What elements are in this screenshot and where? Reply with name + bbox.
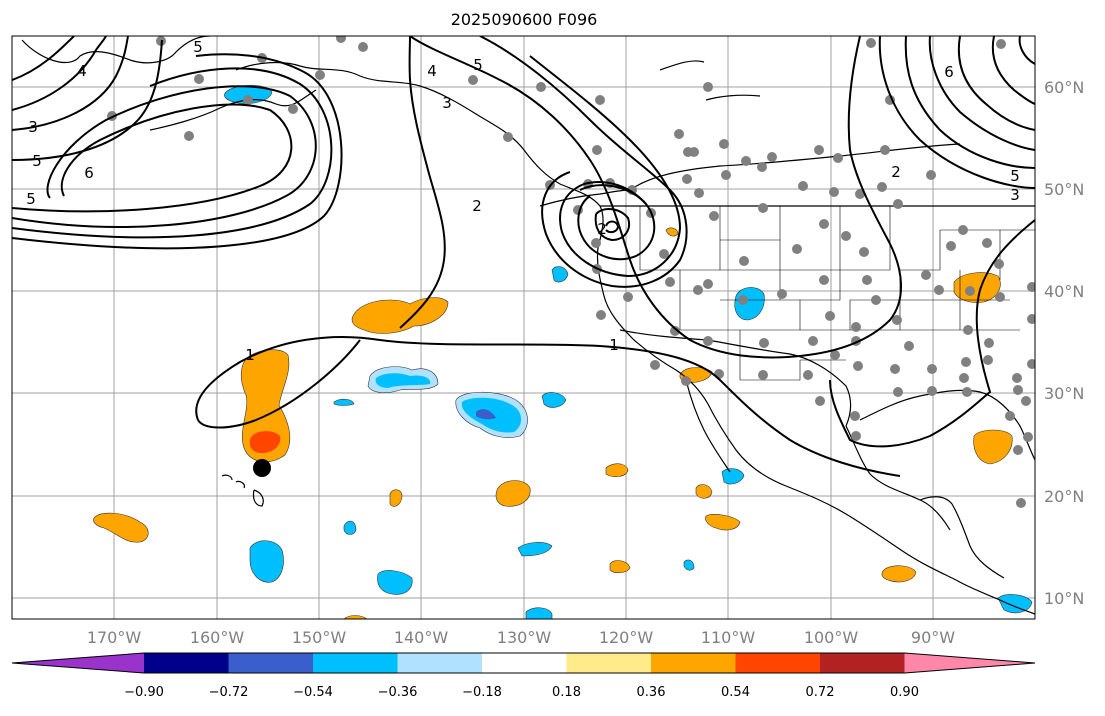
lon-label: 140°W (394, 628, 449, 647)
colorbar-cell (397, 653, 482, 673)
colorbar-cell (735, 653, 820, 673)
height-contours (12, 36, 1035, 477)
colorbar-tick: −0.18 (462, 685, 502, 700)
lat-label: 40°N (1044, 282, 1084, 301)
map-title: 2025090600 F096 (451, 10, 598, 29)
anomaly-blue (551, 266, 569, 283)
contour-label: 6 (944, 63, 954, 81)
colorbar-cell (820, 653, 905, 673)
storm-position-marker (253, 459, 271, 477)
contour-label: 3 (442, 94, 452, 112)
longitude-labels: 170°W 160°W 150°W 140°W 130°W 120°W 110°… (87, 628, 955, 647)
anomaly-orange (343, 615, 368, 619)
colorbar-cell (651, 653, 736, 673)
state-borders (639, 206, 1035, 381)
colorbar-outline (11, 652, 1036, 674)
anomaly-blue (224, 84, 273, 104)
colorbar-tick: 0.54 (721, 685, 750, 700)
anomaly-blue (997, 594, 1033, 614)
contour-label: 3 (28, 118, 38, 136)
anomaly-blue (375, 373, 431, 388)
lat-label: 60°N (1044, 78, 1084, 97)
lon-label: 130°W (497, 628, 552, 647)
colorbar (11, 652, 1036, 674)
lat-label: 10°N (1044, 589, 1084, 608)
colorbar-tick: 0.18 (552, 685, 581, 700)
colorbar-cell (228, 653, 313, 673)
lat-label: 20°N (1044, 487, 1084, 506)
contour-label: 5 (1010, 167, 1020, 185)
anomaly-blue (517, 542, 553, 557)
map-frame (11, 35, 1036, 620)
contour-labels: 5 4 3 5 6 5 2 4 5 1 2 1 6 5 3 2 3 (26, 38, 1020, 364)
colorbar-tick: −0.90 (124, 685, 164, 700)
anomaly-orange (605, 463, 629, 477)
contour-label: 5 (32, 152, 42, 170)
anomaly-orange (881, 565, 917, 583)
colorbar-cell (904, 653, 1035, 673)
colorbar-cell (144, 653, 229, 673)
contour-label: 2 (472, 197, 482, 215)
contour-label: 1 (245, 346, 255, 364)
contour-label: 3 (1010, 186, 1020, 204)
contour-label: 2 (597, 220, 607, 238)
anomaly-blue (333, 398, 355, 406)
anomaly-orange (495, 480, 531, 507)
colorbar-ticks: −0.90 −0.72 −0.54 −0.36 −0.18 0.18 0.36 … (124, 685, 919, 700)
graticule (12, 36, 1035, 619)
colorbar-tick: −0.54 (293, 685, 333, 700)
anomaly-orange (240, 349, 291, 463)
lon-label: 100°W (804, 628, 859, 647)
lon-label: 160°W (190, 628, 245, 647)
colorbar-tick: 0.36 (637, 685, 666, 700)
station-points (107, 36, 1035, 508)
contour-label: 4 (77, 62, 87, 80)
lon-label: 170°W (87, 628, 142, 647)
anomaly-orange (973, 429, 1013, 465)
anomaly-orange (695, 484, 713, 499)
lon-label: 150°W (292, 628, 347, 647)
contour-label: 4 (427, 62, 437, 80)
anomaly-blue (525, 607, 553, 619)
colorbar-tick: −0.36 (378, 685, 418, 700)
lon-label: 120°W (599, 628, 654, 647)
contour-label: 6 (84, 164, 94, 182)
contour-label: 5 (473, 56, 483, 74)
anomaly-blue (683, 559, 695, 571)
colorbar-cell (12, 653, 144, 673)
colorbar-tick: 0.90 (890, 685, 919, 700)
lon-label: 90°W (911, 628, 955, 647)
colorbar-cell (313, 653, 398, 673)
contour-label: 2 (891, 163, 901, 181)
contour-label: 5 (193, 38, 203, 56)
anomaly-orange (93, 512, 149, 543)
colorbar-cell (482, 653, 567, 673)
colorbar-tick: 0.72 (806, 685, 835, 700)
lat-label: 50°N (1044, 180, 1084, 199)
anomaly-orange (665, 227, 679, 237)
anomaly-blue (541, 392, 567, 408)
anomaly-red (249, 431, 281, 454)
colorbar-tick: −0.72 (209, 685, 249, 700)
anomaly-blue (249, 540, 284, 583)
lon-label: 110°W (701, 628, 756, 647)
anomaly-orange (609, 560, 631, 574)
colorbar-cell (566, 653, 651, 673)
anomaly-darkblue (476, 409, 496, 420)
anomaly-blue (343, 520, 357, 535)
anomaly-blue (377, 570, 413, 595)
anomaly-orange (351, 297, 449, 334)
anomaly-orange (705, 514, 741, 531)
anomaly-blue (721, 468, 745, 485)
contour-label: 5 (26, 190, 36, 208)
latitude-labels: 60°N 50°N 40°N 30°N 20°N 10°N (1044, 78, 1084, 608)
lat-label: 30°N (1044, 384, 1084, 403)
anomaly-orange (389, 489, 403, 507)
contour-label: 1 (609, 336, 619, 354)
anomaly-fills (93, 84, 1033, 619)
